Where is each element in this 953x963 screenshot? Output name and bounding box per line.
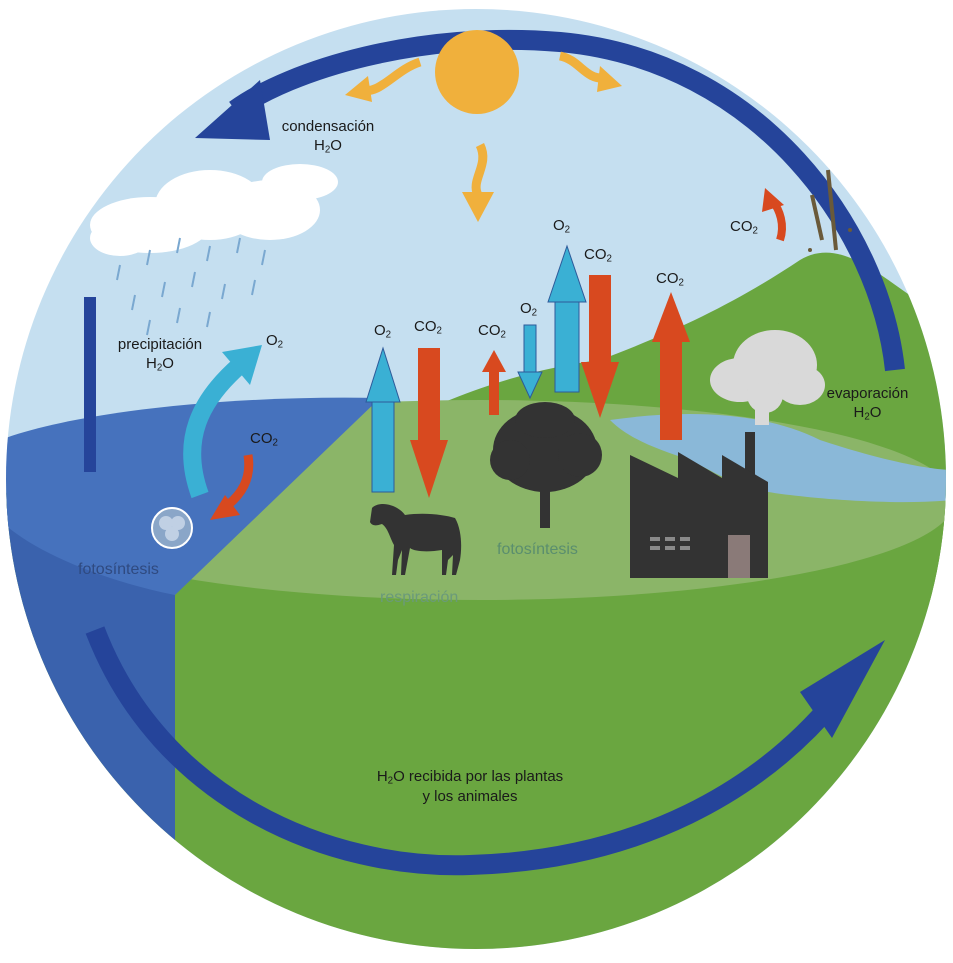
respiration-label: respiración: [380, 589, 459, 606]
condensation-label: condensación H2O: [281, 118, 375, 156]
cloud-icon: [90, 164, 338, 256]
plankton-icon: [151, 507, 193, 549]
tree-large-o2-arrow: [547, 244, 587, 393]
sun-ray-left-head: [345, 76, 372, 102]
respiration-o2-arrow: [365, 346, 401, 493]
ocean-o2-arrow: [183, 358, 246, 499]
respiration-o2-label: O2: [374, 322, 392, 341]
tree-small-co2-label: CO2: [478, 322, 506, 341]
condensation-arrowhead: [195, 80, 270, 140]
factory-icon: [630, 432, 768, 578]
sun-ray-right-head: [597, 66, 622, 92]
received-label: H2O recibida por las plantas y los anima…: [376, 768, 564, 805]
tree-large-co2-label: CO2: [584, 246, 612, 265]
rain-icon: [116, 237, 266, 336]
horse-icon: [370, 504, 462, 575]
ocean-o2-label: O2: [266, 332, 284, 351]
respiration-co2-label: CO2: [414, 318, 442, 337]
tree-small-o2-arrow: [517, 324, 543, 400]
ocean-o2-arrowhead: [222, 345, 262, 385]
tree-small-co2-arrow: [482, 350, 506, 415]
ocean-photosynthesis-label: fotosíntesis: [78, 561, 159, 578]
sun-icon: [435, 30, 519, 114]
tree-large-o2-label: O2: [553, 217, 571, 236]
factory-co2-arrow: [652, 292, 690, 440]
sun-ray-down-head: [462, 192, 494, 222]
ocean-co2-label: CO2: [250, 430, 278, 449]
condensation-cycle-arrow: [229, 29, 905, 372]
respiration-co2-arrow: [410, 348, 448, 498]
factory-co2-label: CO2: [656, 270, 684, 289]
smoke-icon: [710, 330, 825, 425]
volcano-co2-label: CO2: [730, 218, 758, 237]
received-arrowhead: [800, 640, 885, 738]
ocean-co2-arrow: [225, 454, 254, 509]
sun-ray-down: [471, 142, 488, 198]
precipitation-label: precipitación H2O: [117, 336, 203, 374]
tree-icon: [490, 402, 602, 528]
tree-small-o2-label: O2: [520, 300, 538, 319]
precipitation-bar: [84, 297, 96, 472]
land-photosynthesis-label: fotosíntesis: [497, 541, 578, 558]
volcano-co2-arrowhead: [762, 188, 784, 212]
ocean-co2-arrowhead: [210, 495, 240, 520]
river: [610, 414, 946, 503]
evaporation-label: evaporación H2O: [826, 385, 909, 423]
tree-large-co2-arrow: [581, 275, 619, 418]
volcano-icon: [808, 169, 852, 252]
received-cycle-arrow: [85, 626, 843, 876]
